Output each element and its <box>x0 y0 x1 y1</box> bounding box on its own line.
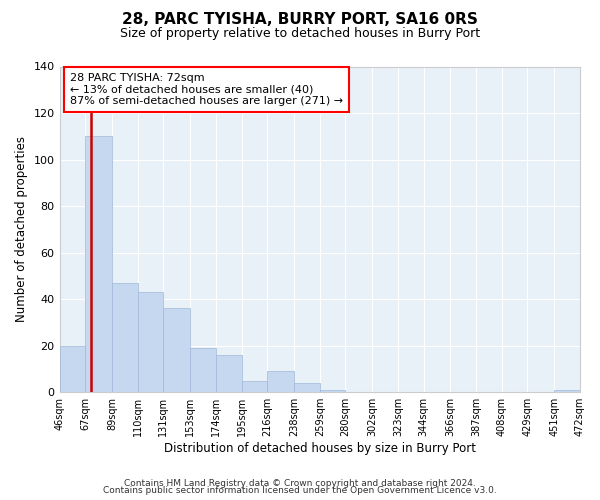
Text: Contains HM Land Registry data © Crown copyright and database right 2024.: Contains HM Land Registry data © Crown c… <box>124 478 476 488</box>
Text: 28 PARC TYISHA: 72sqm
← 13% of detached houses are smaller (40)
87% of semi-deta: 28 PARC TYISHA: 72sqm ← 13% of detached … <box>70 73 343 106</box>
Text: Contains public sector information licensed under the Open Government Licence v3: Contains public sector information licen… <box>103 486 497 495</box>
Bar <box>294 383 320 392</box>
X-axis label: Distribution of detached houses by size in Burry Port: Distribution of detached houses by size … <box>164 442 476 455</box>
Bar <box>85 136 112 392</box>
Bar <box>138 292 163 392</box>
Bar <box>59 346 85 392</box>
Y-axis label: Number of detached properties: Number of detached properties <box>15 136 28 322</box>
Bar <box>267 372 294 392</box>
Bar <box>112 283 138 392</box>
Text: Size of property relative to detached houses in Burry Port: Size of property relative to detached ho… <box>120 28 480 40</box>
Bar <box>242 380 267 392</box>
Bar <box>320 390 346 392</box>
Bar <box>216 355 242 392</box>
Bar <box>163 308 190 392</box>
Bar <box>190 348 216 392</box>
Bar <box>554 390 580 392</box>
Text: 28, PARC TYISHA, BURRY PORT, SA16 0RS: 28, PARC TYISHA, BURRY PORT, SA16 0RS <box>122 12 478 28</box>
